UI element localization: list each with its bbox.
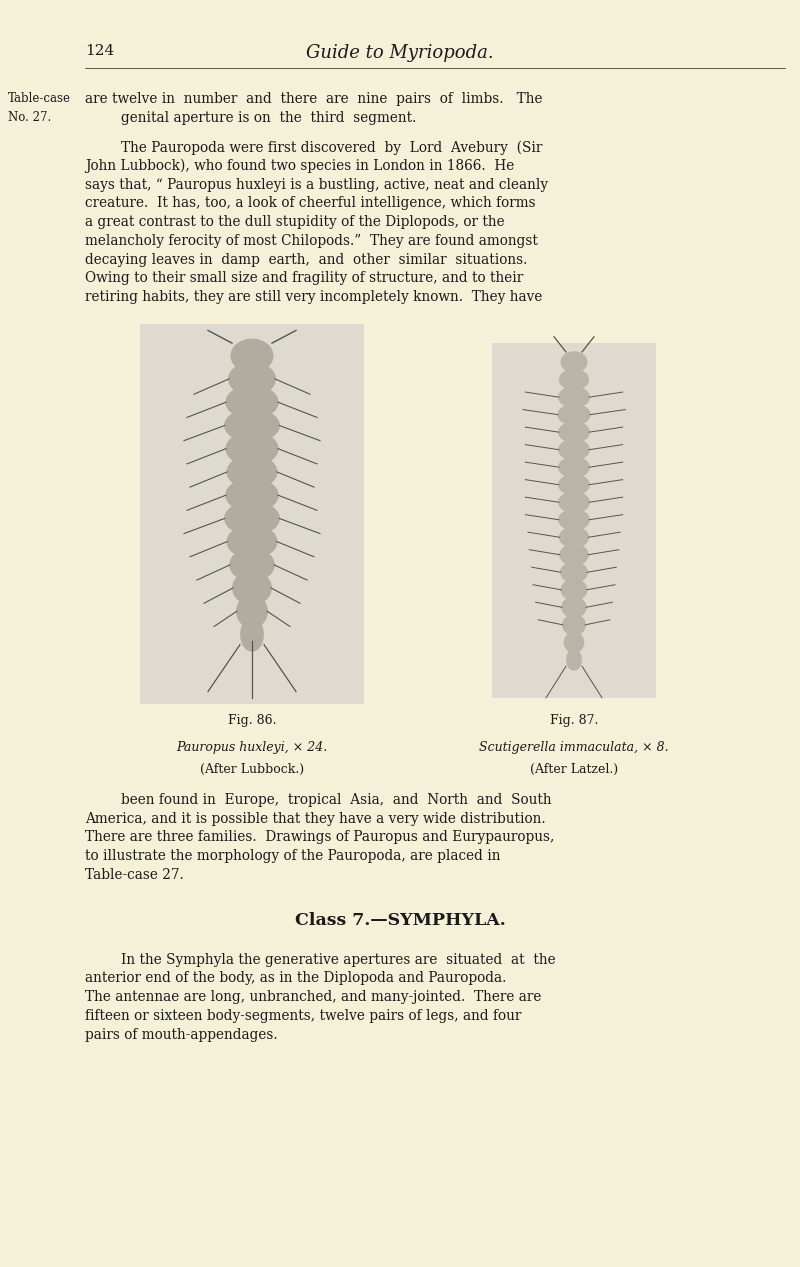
- Text: anterior end of the body, as in the Diplopoda and Pauropoda.: anterior end of the body, as in the Dipl…: [85, 972, 506, 986]
- Ellipse shape: [226, 432, 278, 465]
- Text: creature.  It has, too, a look of cheerful intelligence, which forms: creature. It has, too, a look of cheerfu…: [85, 196, 536, 210]
- Ellipse shape: [558, 475, 589, 495]
- Text: fifteen or sixteen body-segments, twelve pairs of legs, and four: fifteen or sixteen body-segments, twelve…: [85, 1009, 522, 1022]
- Text: Class 7.—SYMPHYLA.: Class 7.—SYMPHYLA.: [294, 912, 506, 929]
- Text: America, and it is possible that they have a very wide distribution.: America, and it is possible that they ha…: [85, 812, 546, 826]
- Text: There are three families.  Drawings of Pauropus and Eurypauropus,: There are three families. Drawings of Pa…: [85, 830, 554, 844]
- Text: are twelve in  number  and  there  are  nine  pairs  of  limbs.   The: are twelve in number and there are nine …: [85, 92, 542, 106]
- Text: The Pauropoda were first discovered  by  Lord  Avebury  (Sir: The Pauropoda were first discovered by L…: [121, 141, 542, 155]
- Ellipse shape: [562, 614, 586, 635]
- Ellipse shape: [225, 409, 279, 442]
- Bar: [140, 324, 364, 704]
- Text: retiring habits, they are still very incompletely known.  They have: retiring habits, they are still very inc…: [85, 290, 542, 304]
- Text: melancholy ferocity of most Chilopods.”  They are found amongst: melancholy ferocity of most Chilopods.” …: [85, 234, 538, 248]
- Text: John Lubbock), who found two species in London in 1866.  He: John Lubbock), who found two species in …: [85, 158, 514, 174]
- Ellipse shape: [561, 563, 587, 583]
- Ellipse shape: [558, 422, 589, 442]
- Text: decaying leaves in  damp  earth,  and  other  similar  situations.: decaying leaves in damp earth, and other…: [85, 252, 527, 266]
- Text: Pauropus huxleyi, × 24.: Pauropus huxleyi, × 24.: [176, 741, 328, 754]
- Ellipse shape: [558, 492, 589, 512]
- Text: says that, “ Pauropus huxleyi is a bustling, active, neat and cleanly: says that, “ Pauropus huxleyi is a bustl…: [85, 177, 548, 191]
- Text: Scutigerella immaculata, × 8.: Scutigerella immaculata, × 8.: [479, 741, 669, 754]
- Ellipse shape: [558, 404, 590, 424]
- Ellipse shape: [227, 455, 277, 488]
- Ellipse shape: [558, 386, 589, 407]
- Ellipse shape: [226, 385, 278, 418]
- Ellipse shape: [230, 549, 274, 582]
- Ellipse shape: [241, 618, 263, 651]
- Text: a great contrast to the dull stupidity of the Diplopods, or the: a great contrast to the dull stupidity o…: [85, 215, 505, 229]
- Ellipse shape: [227, 525, 277, 557]
- Text: Guide to Myriopoda.: Guide to Myriopoda.: [306, 44, 494, 62]
- Ellipse shape: [558, 440, 589, 460]
- Ellipse shape: [562, 597, 586, 617]
- Ellipse shape: [562, 352, 586, 372]
- Text: Table-case 27.: Table-case 27.: [85, 868, 184, 882]
- Ellipse shape: [558, 457, 589, 478]
- Text: pairs of mouth-appendages.: pairs of mouth-appendages.: [85, 1028, 278, 1041]
- Text: Owing to their small size and fragility of structure, and to their: Owing to their small size and fragility …: [85, 271, 523, 285]
- Text: In the Symphyla the generative apertures are  situated  at  the: In the Symphyla the generative apertures…: [121, 953, 556, 967]
- Ellipse shape: [558, 509, 589, 530]
- Ellipse shape: [237, 594, 267, 627]
- Ellipse shape: [562, 580, 586, 601]
- Bar: [492, 343, 656, 698]
- Text: (After Lubbock.): (After Lubbock.): [200, 763, 304, 775]
- Text: Table-case: Table-case: [8, 92, 71, 105]
- Text: (After Latzel.): (After Latzel.): [530, 763, 618, 775]
- Text: The antennae are long, unbranched, and many-jointed.  There are: The antennae are long, unbranched, and m…: [85, 990, 542, 1003]
- Text: been found in  Europe,  tropical  Asia,  and  North  and  South: been found in Europe, tropical Asia, and…: [121, 793, 552, 807]
- Text: Fig. 87.: Fig. 87.: [550, 715, 598, 727]
- Ellipse shape: [226, 479, 278, 512]
- Ellipse shape: [565, 632, 584, 653]
- Ellipse shape: [229, 362, 275, 395]
- Ellipse shape: [560, 545, 588, 565]
- Text: genital aperture is on  the  third  segment.: genital aperture is on the third segment…: [121, 111, 416, 125]
- Ellipse shape: [233, 571, 271, 604]
- Ellipse shape: [566, 650, 581, 670]
- Text: 124: 124: [85, 44, 114, 58]
- Text: No. 27.: No. 27.: [8, 111, 51, 124]
- Text: Fig. 86.: Fig. 86.: [228, 715, 276, 727]
- Ellipse shape: [560, 370, 589, 390]
- Text: to illustrate the morphology of the Pauropoda, are placed in: to illustrate the morphology of the Paur…: [85, 849, 501, 863]
- Ellipse shape: [231, 340, 273, 372]
- Ellipse shape: [225, 502, 279, 535]
- Ellipse shape: [560, 527, 589, 547]
